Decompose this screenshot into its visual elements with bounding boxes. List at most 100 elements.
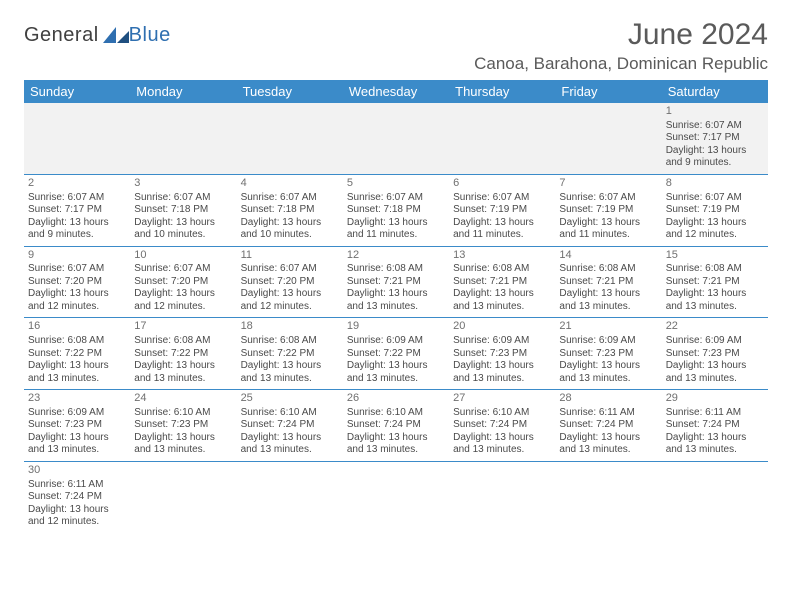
sunrise-text: Sunrise: 6:08 AM (666, 263, 764, 276)
calendar-day-cell: 11Sunrise: 6:07 AMSunset: 7:20 PMDayligh… (237, 246, 343, 318)
sunrise-text: Sunrise: 6:09 AM (666, 335, 764, 348)
daylight-text: and 13 minutes. (347, 301, 445, 314)
day-number: 17 (134, 320, 232, 334)
sunrise-text: Sunrise: 6:08 AM (453, 263, 551, 276)
calendar-day-cell (130, 461, 236, 532)
daylight-text: Daylight: 13 hours (241, 288, 339, 301)
day-number: 5 (347, 177, 445, 191)
daylight-text: Daylight: 13 hours (453, 432, 551, 445)
calendar-day-cell: 16Sunrise: 6:08 AMSunset: 7:22 PMDayligh… (24, 318, 130, 390)
day-number: 12 (347, 249, 445, 263)
daylight-text: and 9 minutes. (666, 157, 764, 170)
daylight-text: Daylight: 13 hours (666, 288, 764, 301)
daylight-text: and 12 minutes. (134, 301, 232, 314)
daylight-text: Daylight: 13 hours (347, 360, 445, 373)
daylight-text: and 13 minutes. (559, 373, 657, 386)
sunset-text: Sunset: 7:17 PM (666, 132, 764, 145)
sunrise-text: Sunrise: 6:11 AM (559, 407, 657, 420)
daylight-text: and 12 minutes. (28, 301, 126, 314)
calendar-day-cell: 25Sunrise: 6:10 AMSunset: 7:24 PMDayligh… (237, 390, 343, 462)
day-header-fri: Friday (555, 80, 661, 103)
daylight-text: Daylight: 13 hours (241, 360, 339, 373)
day-number: 27 (453, 392, 551, 406)
calendar-day-cell: 28Sunrise: 6:11 AMSunset: 7:24 PMDayligh… (555, 390, 661, 462)
day-number: 2 (28, 177, 126, 191)
day-number: 7 (559, 177, 657, 191)
sunset-text: Sunset: 7:21 PM (666, 276, 764, 289)
daylight-text: Daylight: 13 hours (666, 145, 764, 158)
daylight-text: Daylight: 13 hours (559, 288, 657, 301)
sunset-text: Sunset: 7:22 PM (28, 348, 126, 361)
sunset-text: Sunset: 7:24 PM (241, 419, 339, 432)
sunrise-text: Sunrise: 6:09 AM (347, 335, 445, 348)
calendar-day-cell (662, 461, 768, 532)
sunset-text: Sunset: 7:24 PM (666, 419, 764, 432)
daylight-text: Daylight: 13 hours (28, 432, 126, 445)
calendar-day-cell (24, 103, 130, 174)
sunrise-text: Sunrise: 6:07 AM (347, 192, 445, 205)
day-number: 13 (453, 249, 551, 263)
calendar-day-cell: 23Sunrise: 6:09 AMSunset: 7:23 PMDayligh… (24, 390, 130, 462)
calendar-day-cell: 3Sunrise: 6:07 AMSunset: 7:18 PMDaylight… (130, 174, 236, 246)
daylight-text: and 13 minutes. (241, 444, 339, 457)
day-number: 3 (134, 177, 232, 191)
brand-logo: General Blue (24, 24, 171, 47)
sunrise-text: Sunrise: 6:11 AM (666, 407, 764, 420)
calendar-day-cell: 1Sunrise: 6:07 AMSunset: 7:17 PMDaylight… (662, 103, 768, 174)
sunrise-text: Sunrise: 6:10 AM (134, 407, 232, 420)
sunrise-text: Sunrise: 6:07 AM (666, 192, 764, 205)
daylight-text: Daylight: 13 hours (453, 217, 551, 230)
calendar-day-cell: 10Sunrise: 6:07 AMSunset: 7:20 PMDayligh… (130, 246, 236, 318)
sunrise-text: Sunrise: 6:07 AM (559, 192, 657, 205)
daylight-text: Daylight: 13 hours (559, 360, 657, 373)
day-number: 6 (453, 177, 551, 191)
day-header-thu: Thursday (449, 80, 555, 103)
daylight-text: Daylight: 13 hours (134, 360, 232, 373)
day-number: 20 (453, 320, 551, 334)
sunset-text: Sunset: 7:24 PM (453, 419, 551, 432)
sunset-text: Sunset: 7:23 PM (666, 348, 764, 361)
day-number: 10 (134, 249, 232, 263)
sunrise-text: Sunrise: 6:08 AM (559, 263, 657, 276)
sunset-text: Sunset: 7:21 PM (559, 276, 657, 289)
calendar-body: 1Sunrise: 6:07 AMSunset: 7:17 PMDaylight… (24, 103, 768, 533)
day-number: 22 (666, 320, 764, 334)
calendar-day-cell: 17Sunrise: 6:08 AMSunset: 7:22 PMDayligh… (130, 318, 236, 390)
sunset-text: Sunset: 7:18 PM (241, 204, 339, 217)
daylight-text: and 13 minutes. (666, 373, 764, 386)
sunrise-text: Sunrise: 6:07 AM (28, 192, 126, 205)
daylight-text: and 13 minutes. (453, 444, 551, 457)
calendar-day-cell: 29Sunrise: 6:11 AMSunset: 7:24 PMDayligh… (662, 390, 768, 462)
sunrise-text: Sunrise: 6:07 AM (241, 263, 339, 276)
daylight-text: Daylight: 13 hours (134, 217, 232, 230)
calendar-day-cell (237, 103, 343, 174)
sunset-text: Sunset: 7:22 PM (241, 348, 339, 361)
daylight-text: Daylight: 13 hours (28, 217, 126, 230)
calendar-day-cell: 30Sunrise: 6:11 AMSunset: 7:24 PMDayligh… (24, 461, 130, 532)
sunset-text: Sunset: 7:23 PM (28, 419, 126, 432)
daylight-text: and 13 minutes. (134, 373, 232, 386)
calendar-week-row: 9Sunrise: 6:07 AMSunset: 7:20 PMDaylight… (24, 246, 768, 318)
sunrise-text: Sunrise: 6:09 AM (453, 335, 551, 348)
calendar-page: General Blue June 2024 Canoa, Barahona, … (0, 0, 792, 612)
sunrise-text: Sunrise: 6:08 AM (347, 263, 445, 276)
daylight-text: and 13 minutes. (666, 444, 764, 457)
daylight-text: and 13 minutes. (241, 373, 339, 386)
sunrise-text: Sunrise: 6:08 AM (241, 335, 339, 348)
day-number: 14 (559, 249, 657, 263)
month-title: June 2024 (474, 18, 768, 52)
day-number: 28 (559, 392, 657, 406)
sunrise-text: Sunrise: 6:07 AM (28, 263, 126, 276)
daylight-text: Daylight: 13 hours (134, 288, 232, 301)
calendar-week-row: 1Sunrise: 6:07 AMSunset: 7:17 PMDaylight… (24, 103, 768, 174)
sunrise-text: Sunrise: 6:08 AM (134, 335, 232, 348)
calendar-day-cell: 7Sunrise: 6:07 AMSunset: 7:19 PMDaylight… (555, 174, 661, 246)
day-number: 30 (28, 464, 126, 478)
daylight-text: and 11 minutes. (559, 229, 657, 242)
sunset-text: Sunset: 7:20 PM (28, 276, 126, 289)
sunrise-text: Sunrise: 6:09 AM (559, 335, 657, 348)
daylight-text: Daylight: 13 hours (347, 217, 445, 230)
sunset-text: Sunset: 7:23 PM (559, 348, 657, 361)
sunset-text: Sunset: 7:18 PM (134, 204, 232, 217)
sunrise-text: Sunrise: 6:07 AM (241, 192, 339, 205)
